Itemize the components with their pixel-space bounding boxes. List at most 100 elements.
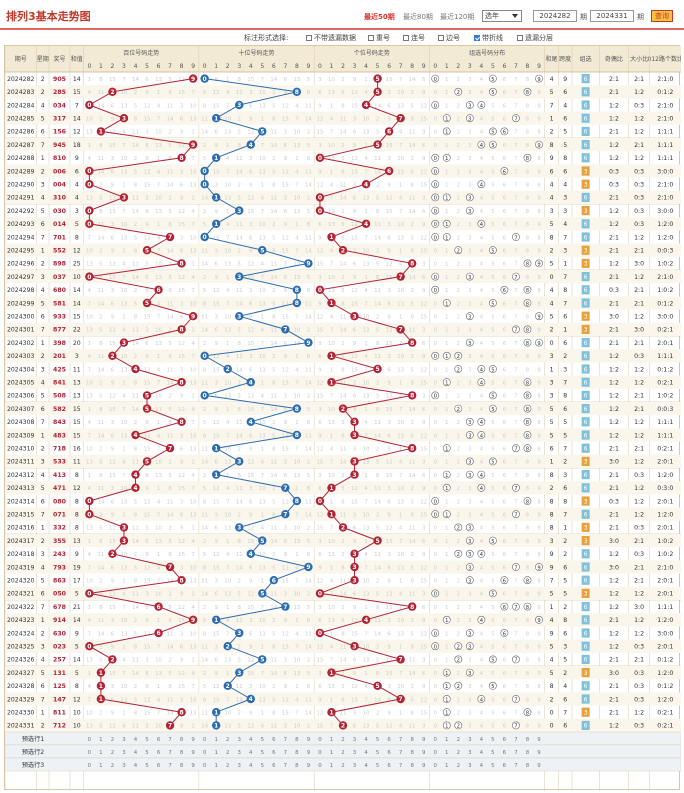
distribution-digit: 8 xyxy=(526,473,529,479)
omission-cell: 5 xyxy=(376,196,379,202)
omission-cell: 7 xyxy=(226,301,229,307)
omission-cell: 14 xyxy=(201,724,208,730)
omission-cell: 6 xyxy=(422,209,426,215)
recent-120-link[interactable]: 最近120期 xyxy=(440,13,475,21)
preselect-digit: 1 xyxy=(330,763,333,769)
omission-cell: 14 xyxy=(305,513,312,519)
option-repeat[interactable]: 重号 xyxy=(368,33,390,43)
omission-cell: 14 xyxy=(340,130,347,136)
omission-cell: 7 xyxy=(157,183,160,189)
distribution-digit: 9 xyxy=(537,473,540,479)
omission-cell: 14 xyxy=(201,262,208,268)
option-edge[interactable]: 边号 xyxy=(438,33,460,43)
trend-grid: 期号 星期 奖号 和值 百位号码走势 0 1 2 3 4 5 6 7 8 9 十位号码走势 0 1 2 3 4 5 6 7 8 9… xyxy=(4,45,683,791)
odd-even-cell: 2:1 xyxy=(609,485,619,492)
distribution-digit: 6 xyxy=(503,420,506,426)
sum-tail-cell: 4 xyxy=(550,287,554,294)
omission-cell: 13 xyxy=(259,169,266,175)
bai-ball-digit: 6 xyxy=(156,604,160,611)
distribution-digit: 7 xyxy=(514,235,517,241)
distribution-digit: 5 xyxy=(491,671,494,677)
distribution-digit: 8 xyxy=(526,631,529,637)
start-period-input[interactable]: 2024282 xyxy=(533,10,577,22)
distribution-digit: 5 xyxy=(491,156,494,162)
option-consecutive[interactable]: 连号 xyxy=(403,33,425,43)
omission-cell: 6 xyxy=(284,473,288,479)
route-012-cell: 1:1:1 xyxy=(657,419,673,426)
omission-cell: 13 xyxy=(155,143,162,149)
group-type-badge xyxy=(581,575,590,585)
omission-cell: 2 xyxy=(341,143,344,149)
distribution-digit: 2 xyxy=(457,249,460,255)
distribution-hit xyxy=(442,470,451,479)
omission-cell: 10 xyxy=(155,130,162,136)
preselect-digit: 5 xyxy=(491,750,494,756)
week-cell: 7 xyxy=(41,604,45,611)
omission-cell: 7 xyxy=(191,552,194,558)
omission-cell: 2 xyxy=(272,618,275,624)
odd-even-cell: 1:2 xyxy=(609,221,619,228)
distribution-digit: 8 xyxy=(526,420,529,426)
distribution-hit xyxy=(500,576,509,585)
omission-cell: 5 xyxy=(376,262,379,268)
preselect-digit: 2 xyxy=(457,763,460,769)
distribution-digit: 2 xyxy=(457,526,460,532)
distribution-digit: 9 xyxy=(537,367,540,373)
preselect-digit: 3 xyxy=(353,763,356,769)
omission-cell: 4 xyxy=(122,592,126,598)
distribution-digit: 2 xyxy=(457,420,460,426)
omission-cell: 6 xyxy=(249,499,253,505)
option-no-omission[interactable]: 不带遗漏数据 xyxy=(306,33,356,43)
distribution-hit xyxy=(512,325,520,334)
sum-tail-cell: 5 xyxy=(550,89,554,96)
winning-number-cell: 398 xyxy=(53,340,66,347)
group-type-badge xyxy=(581,483,590,493)
distribution-digit: 6 xyxy=(503,658,506,664)
omission-cell: 9 xyxy=(214,275,218,281)
omission-cell: 2 xyxy=(134,90,137,96)
bai-ball-digit: 5 xyxy=(145,247,149,254)
distribution-hit xyxy=(488,87,497,96)
omission-cell: 12 xyxy=(247,592,254,598)
digit-header: 9 xyxy=(422,63,426,70)
option-label: 不带遗漏数据 xyxy=(314,34,356,42)
end-period-input[interactable]: 2024331 xyxy=(590,10,634,22)
omission-cell: 2 xyxy=(272,684,275,690)
sum-tail-cell: 9 xyxy=(550,630,554,637)
big-small-cell: 1:2 xyxy=(634,432,644,439)
distribution-digit: 3 xyxy=(468,315,471,321)
omission-cell: 2 xyxy=(168,526,171,532)
span-cell: 5 xyxy=(563,432,567,439)
omission-cell: 7 xyxy=(122,407,125,413)
omission-cell: 15 xyxy=(213,367,220,373)
preselect-digit: 4 xyxy=(364,737,368,743)
option-polyline[interactable]: 带折线 xyxy=(474,33,503,43)
distribution-hit xyxy=(442,510,451,519)
omission-cell: 12 xyxy=(282,433,289,439)
span-cell: 8 xyxy=(563,287,567,294)
preselect-digit: 4 xyxy=(480,750,484,756)
omission-cell: 14 xyxy=(236,433,243,439)
distribution-digit: 2 xyxy=(457,183,460,189)
distribution-hit xyxy=(523,444,532,453)
omission-cell: 10 xyxy=(259,618,266,624)
omission-cell: 11 xyxy=(270,658,277,664)
omission-cell: 10 xyxy=(224,711,231,717)
distribution-digit: 0 xyxy=(434,235,437,241)
omission-cell: 7 xyxy=(399,143,402,149)
preselect-digit: 6 xyxy=(387,763,391,769)
bai-ball-digit: 0 xyxy=(87,181,91,188)
recent-50-link[interactable]: 最近50期 xyxy=(364,13,395,21)
distribution-hit xyxy=(454,523,463,532)
group-type-badge xyxy=(581,377,590,387)
omission-cell: 11 xyxy=(132,328,139,334)
span-cell: 6 xyxy=(563,723,567,730)
distribution-digit: 1 xyxy=(445,433,448,439)
ge-ball xyxy=(327,298,336,308)
option-omission-layer[interactable]: 遗漏分层 xyxy=(517,33,553,43)
recent-80-link[interactable]: 最近80期 xyxy=(403,13,433,21)
query-button[interactable]: 查询 xyxy=(651,10,673,22)
year-select[interactable]: 选年 xyxy=(482,10,522,22)
omission-cell: 6 xyxy=(180,645,184,651)
period-cell: 2024300 xyxy=(7,314,35,321)
